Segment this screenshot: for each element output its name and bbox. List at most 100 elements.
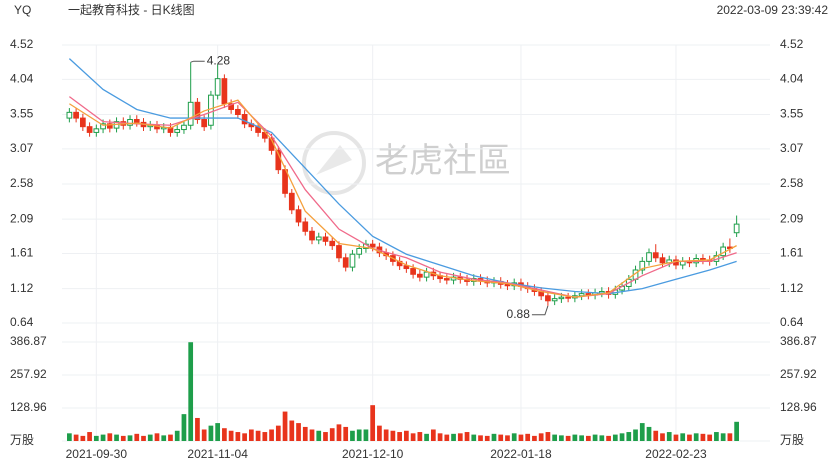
x-tick-label: 2021-11-04	[187, 447, 248, 461]
volume-bar	[350, 430, 355, 441]
volume-bar	[714, 432, 719, 441]
candle-body	[194, 101, 201, 121]
y-tick-label: 1.61	[10, 246, 34, 260]
volume-bar	[579, 435, 584, 441]
volume-bar	[525, 433, 531, 441]
y-tick-label-right: 257.92	[780, 367, 817, 381]
candle	[248, 119, 255, 131]
volume-bar	[505, 435, 510, 441]
candle	[66, 108, 73, 123]
y-tick-label: 257.92	[10, 367, 47, 381]
y-tick-label: 4.52	[10, 37, 34, 51]
y-tick-label: 0.64	[10, 315, 34, 329]
y-tick-label: 2.58	[10, 176, 34, 190]
candle	[646, 248, 652, 266]
candle-body	[100, 123, 106, 130]
volume-bar	[93, 435, 99, 441]
y-tick-label-right: 4.04	[780, 72, 804, 86]
candle	[214, 64, 221, 100]
candle	[181, 120, 187, 134]
volume-bar	[619, 433, 625, 441]
candle	[221, 74, 228, 109]
x-tick-label: 2022-02-23	[645, 447, 707, 461]
candle-body	[208, 94, 214, 126]
candle	[295, 205, 302, 227]
y-tick-label-right: 386.87	[780, 334, 817, 348]
candle	[733, 215, 740, 238]
candle-body	[349, 253, 356, 268]
volume-bar	[457, 433, 463, 441]
volume-bar	[120, 435, 126, 441]
candle	[349, 249, 356, 272]
candle	[639, 257, 646, 275]
volume-bar	[323, 432, 328, 441]
candle-body	[228, 103, 234, 110]
candle	[174, 125, 181, 137]
volume-bar	[134, 433, 140, 441]
annotation-label: 4.28	[207, 53, 231, 67]
volume-bar	[302, 426, 308, 441]
candle-body	[403, 265, 410, 270]
candle	[565, 292, 571, 303]
x-tick-label: 2022-01-18	[490, 447, 552, 461]
volume-bar	[720, 433, 726, 441]
candle-body	[79, 117, 86, 128]
candle	[322, 232, 329, 246]
candle-body	[174, 129, 181, 133]
volume-bar	[687, 434, 692, 441]
volume-bar	[370, 405, 376, 441]
volume-bar	[336, 424, 342, 441]
y-tick-label: 1.12	[10, 281, 34, 295]
candle	[423, 267, 430, 282]
y-tick-label-right: 4.52	[780, 37, 804, 51]
candle	[585, 289, 592, 300]
volume-bar	[552, 434, 558, 441]
candle-body	[201, 119, 208, 128]
candle-body	[309, 230, 315, 241]
timestamp: 2022-03-09 23:39:42	[717, 3, 829, 17]
volume-bar	[518, 434, 524, 441]
candle-body	[558, 296, 565, 300]
volume-bar	[707, 434, 713, 441]
candle	[86, 122, 93, 137]
annotation-line	[531, 305, 549, 316]
volume-bar	[451, 433, 456, 441]
volume-bar	[565, 435, 571, 441]
candle-body	[93, 128, 100, 133]
candle-body	[181, 124, 187, 131]
y-tick-label-right: 0.64	[780, 315, 804, 329]
candle	[288, 189, 295, 215]
y-tick-label-right: 万股	[780, 433, 804, 447]
candle-body	[329, 240, 336, 247]
moving-average	[68, 58, 737, 295]
candle	[235, 105, 241, 119]
volume-bar	[329, 428, 335, 441]
volume-bar	[282, 411, 288, 441]
volume-bar	[397, 432, 402, 441]
candle-body	[733, 223, 740, 234]
y-tick-label-right: 2.58	[780, 176, 804, 190]
candle	[208, 90, 214, 130]
volume-bar	[639, 423, 645, 441]
candle	[336, 241, 342, 263]
volume-bar	[168, 434, 173, 441]
volume-bar	[606, 435, 611, 441]
candle	[504, 280, 511, 291]
candle-body	[565, 296, 571, 299]
y-tick-label-right: 128.96	[780, 400, 817, 414]
candle-body	[369, 243, 376, 248]
volume-bar	[181, 414, 187, 441]
volume-bar	[592, 434, 598, 441]
candle-body	[187, 101, 194, 126]
volume-bar	[215, 423, 221, 441]
volume-bar	[127, 435, 133, 441]
candle-body	[545, 295, 551, 302]
volume-bar	[484, 435, 490, 441]
volume-bar	[666, 432, 672, 441]
candle-body	[241, 114, 248, 125]
candle	[154, 120, 160, 134]
volume-bar	[478, 435, 483, 441]
y-tick-label-right: 3.55	[780, 107, 804, 121]
candle	[416, 269, 423, 282]
